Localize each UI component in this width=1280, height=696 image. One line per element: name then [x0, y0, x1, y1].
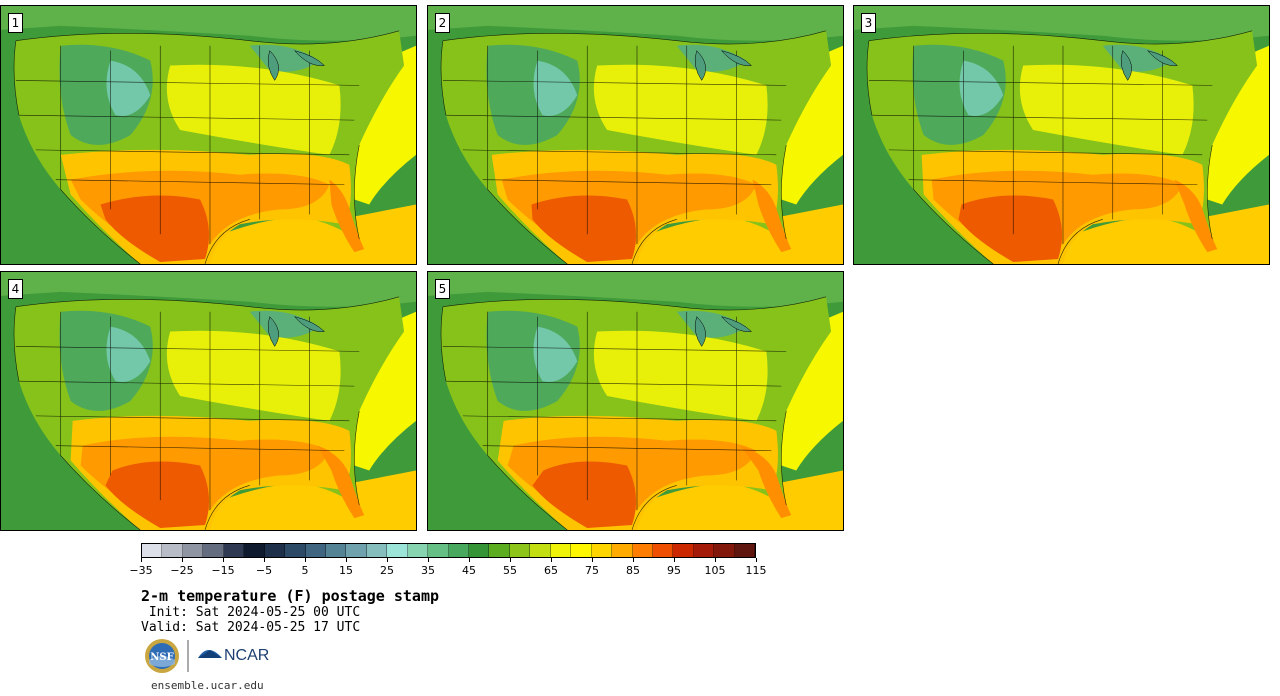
colorbar-swatch: [325, 544, 347, 557]
colorbar-swatch: [489, 544, 510, 557]
colorbar-swatch: [428, 544, 449, 557]
temperature-field-map: [1, 272, 416, 530]
colorbar-tick: [674, 558, 675, 562]
colorbar-tick: [346, 558, 347, 562]
ncar-logo-icon: NCAR: [198, 647, 269, 664]
colorbar-swatch: [673, 544, 694, 557]
nsf-ncar-logos: NSF NCAR: [145, 639, 269, 673]
colorbar-swatch: [693, 544, 715, 557]
colorbar-tick: [510, 558, 511, 562]
colorbar-tick: [141, 558, 142, 562]
colorbar-swatch: [366, 544, 388, 557]
colorbar-tick-label: 5: [301, 564, 309, 577]
colorbar-swatch: [223, 544, 245, 557]
colorbar-swatch: [448, 544, 469, 557]
nsf-text: NSF: [150, 652, 173, 663]
colorbar-tick: [469, 558, 470, 562]
nsf-logo-icon: NSF: [145, 639, 179, 673]
colorbar-tick: [264, 558, 265, 562]
colorbar-tick-label: 105: [704, 564, 726, 577]
colorbar-tick: [182, 558, 183, 562]
colorbar-tick: [715, 558, 716, 562]
colorbar-swatch: [530, 544, 551, 557]
colorbar-tick-label: 15: [339, 564, 353, 577]
ncar-text: NCAR: [224, 647, 269, 664]
postage-stamp-map-5: 5: [427, 271, 844, 531]
colorbar-tick-label: 75: [585, 564, 599, 577]
colorbar-swatch: [203, 544, 224, 557]
postage-stamp-map-1: 1: [0, 5, 417, 265]
colorbar-tick: [551, 558, 552, 562]
colorbar-swatch: [387, 544, 408, 557]
colorbar-swatch: [714, 544, 735, 557]
colorbar-swatch: [407, 544, 429, 557]
colorbar-swatch: [571, 544, 592, 557]
temperature-field-map: [428, 272, 843, 530]
colorbar-swatch: [285, 544, 306, 557]
colorbar-swatch: [612, 544, 633, 557]
colorbar-tick-label: 25: [380, 564, 394, 577]
temperature-colorbar: [141, 543, 756, 558]
postage-stamp-map-4: 4: [0, 271, 417, 531]
colorbar-tick: [592, 558, 593, 562]
colorbar-swatch: [182, 544, 204, 557]
panel-label: 1: [8, 13, 23, 33]
colorbar-tick-label: −25: [170, 564, 194, 577]
colorbar-tick: [305, 558, 306, 562]
postage-stamp-map-2: 2: [427, 5, 844, 265]
panel-label: 5: [435, 279, 450, 299]
colorbar-swatch: [264, 544, 286, 557]
colorbar-tick-label: 95: [667, 564, 681, 577]
colorbar-tick-label: 115: [745, 564, 767, 577]
figure-title: 2-m temperature (F) postage stamp: [141, 587, 440, 605]
colorbar-tick-label: −35: [129, 564, 153, 577]
colorbar-swatch: [346, 544, 367, 557]
postage-stamp-map-3: 3: [853, 5, 1270, 265]
colorbar-tick-label: 55: [503, 564, 517, 577]
colorbar-tick-label: 85: [626, 564, 640, 577]
colorbar-tick: [633, 558, 634, 562]
colorbar-tick: [387, 558, 388, 562]
colorbar-swatch: [550, 544, 572, 557]
colorbar-swatch: [142, 544, 163, 557]
temperature-field-map: [1, 6, 416, 264]
colorbar-swatch: [652, 544, 674, 557]
colorbar-tick: [223, 558, 224, 562]
colorbar-tick-label: −15: [211, 564, 235, 577]
colorbar-tick-label: 65: [544, 564, 558, 577]
colorbar-tick-label: 35: [421, 564, 435, 577]
init-time: Init: Sat 2024-05-25 00 UTC: [141, 605, 361, 620]
temperature-field-map: [854, 6, 1269, 264]
website-url: ensemble.ucar.edu: [151, 679, 264, 692]
temperature-field-map: [428, 6, 843, 264]
colorbar-swatch: [509, 544, 531, 557]
colorbar-swatch: [244, 544, 265, 557]
panel-label: 2: [435, 13, 450, 33]
colorbar-swatch: [305, 544, 326, 557]
colorbar-swatch: [632, 544, 653, 557]
valid-time: Valid: Sat 2024-05-25 17 UTC: [141, 620, 361, 635]
colorbar-swatch: [591, 544, 613, 557]
colorbar-swatch: [734, 544, 756, 557]
colorbar-swatch: [469, 544, 490, 557]
colorbar-tick-label: −5: [255, 564, 273, 577]
colorbar-tick-label: 45: [462, 564, 476, 577]
panel-label: 4: [8, 279, 23, 299]
colorbar-tick: [756, 558, 757, 562]
colorbar-tick: [428, 558, 429, 562]
panel-label: 3: [861, 13, 876, 33]
colorbar-ticks: −35 −25 −15 −5 5 15 25 35 45 55 65 75 85 95 105 115: [129, 558, 767, 578]
colorbar-swatch: [162, 544, 183, 557]
